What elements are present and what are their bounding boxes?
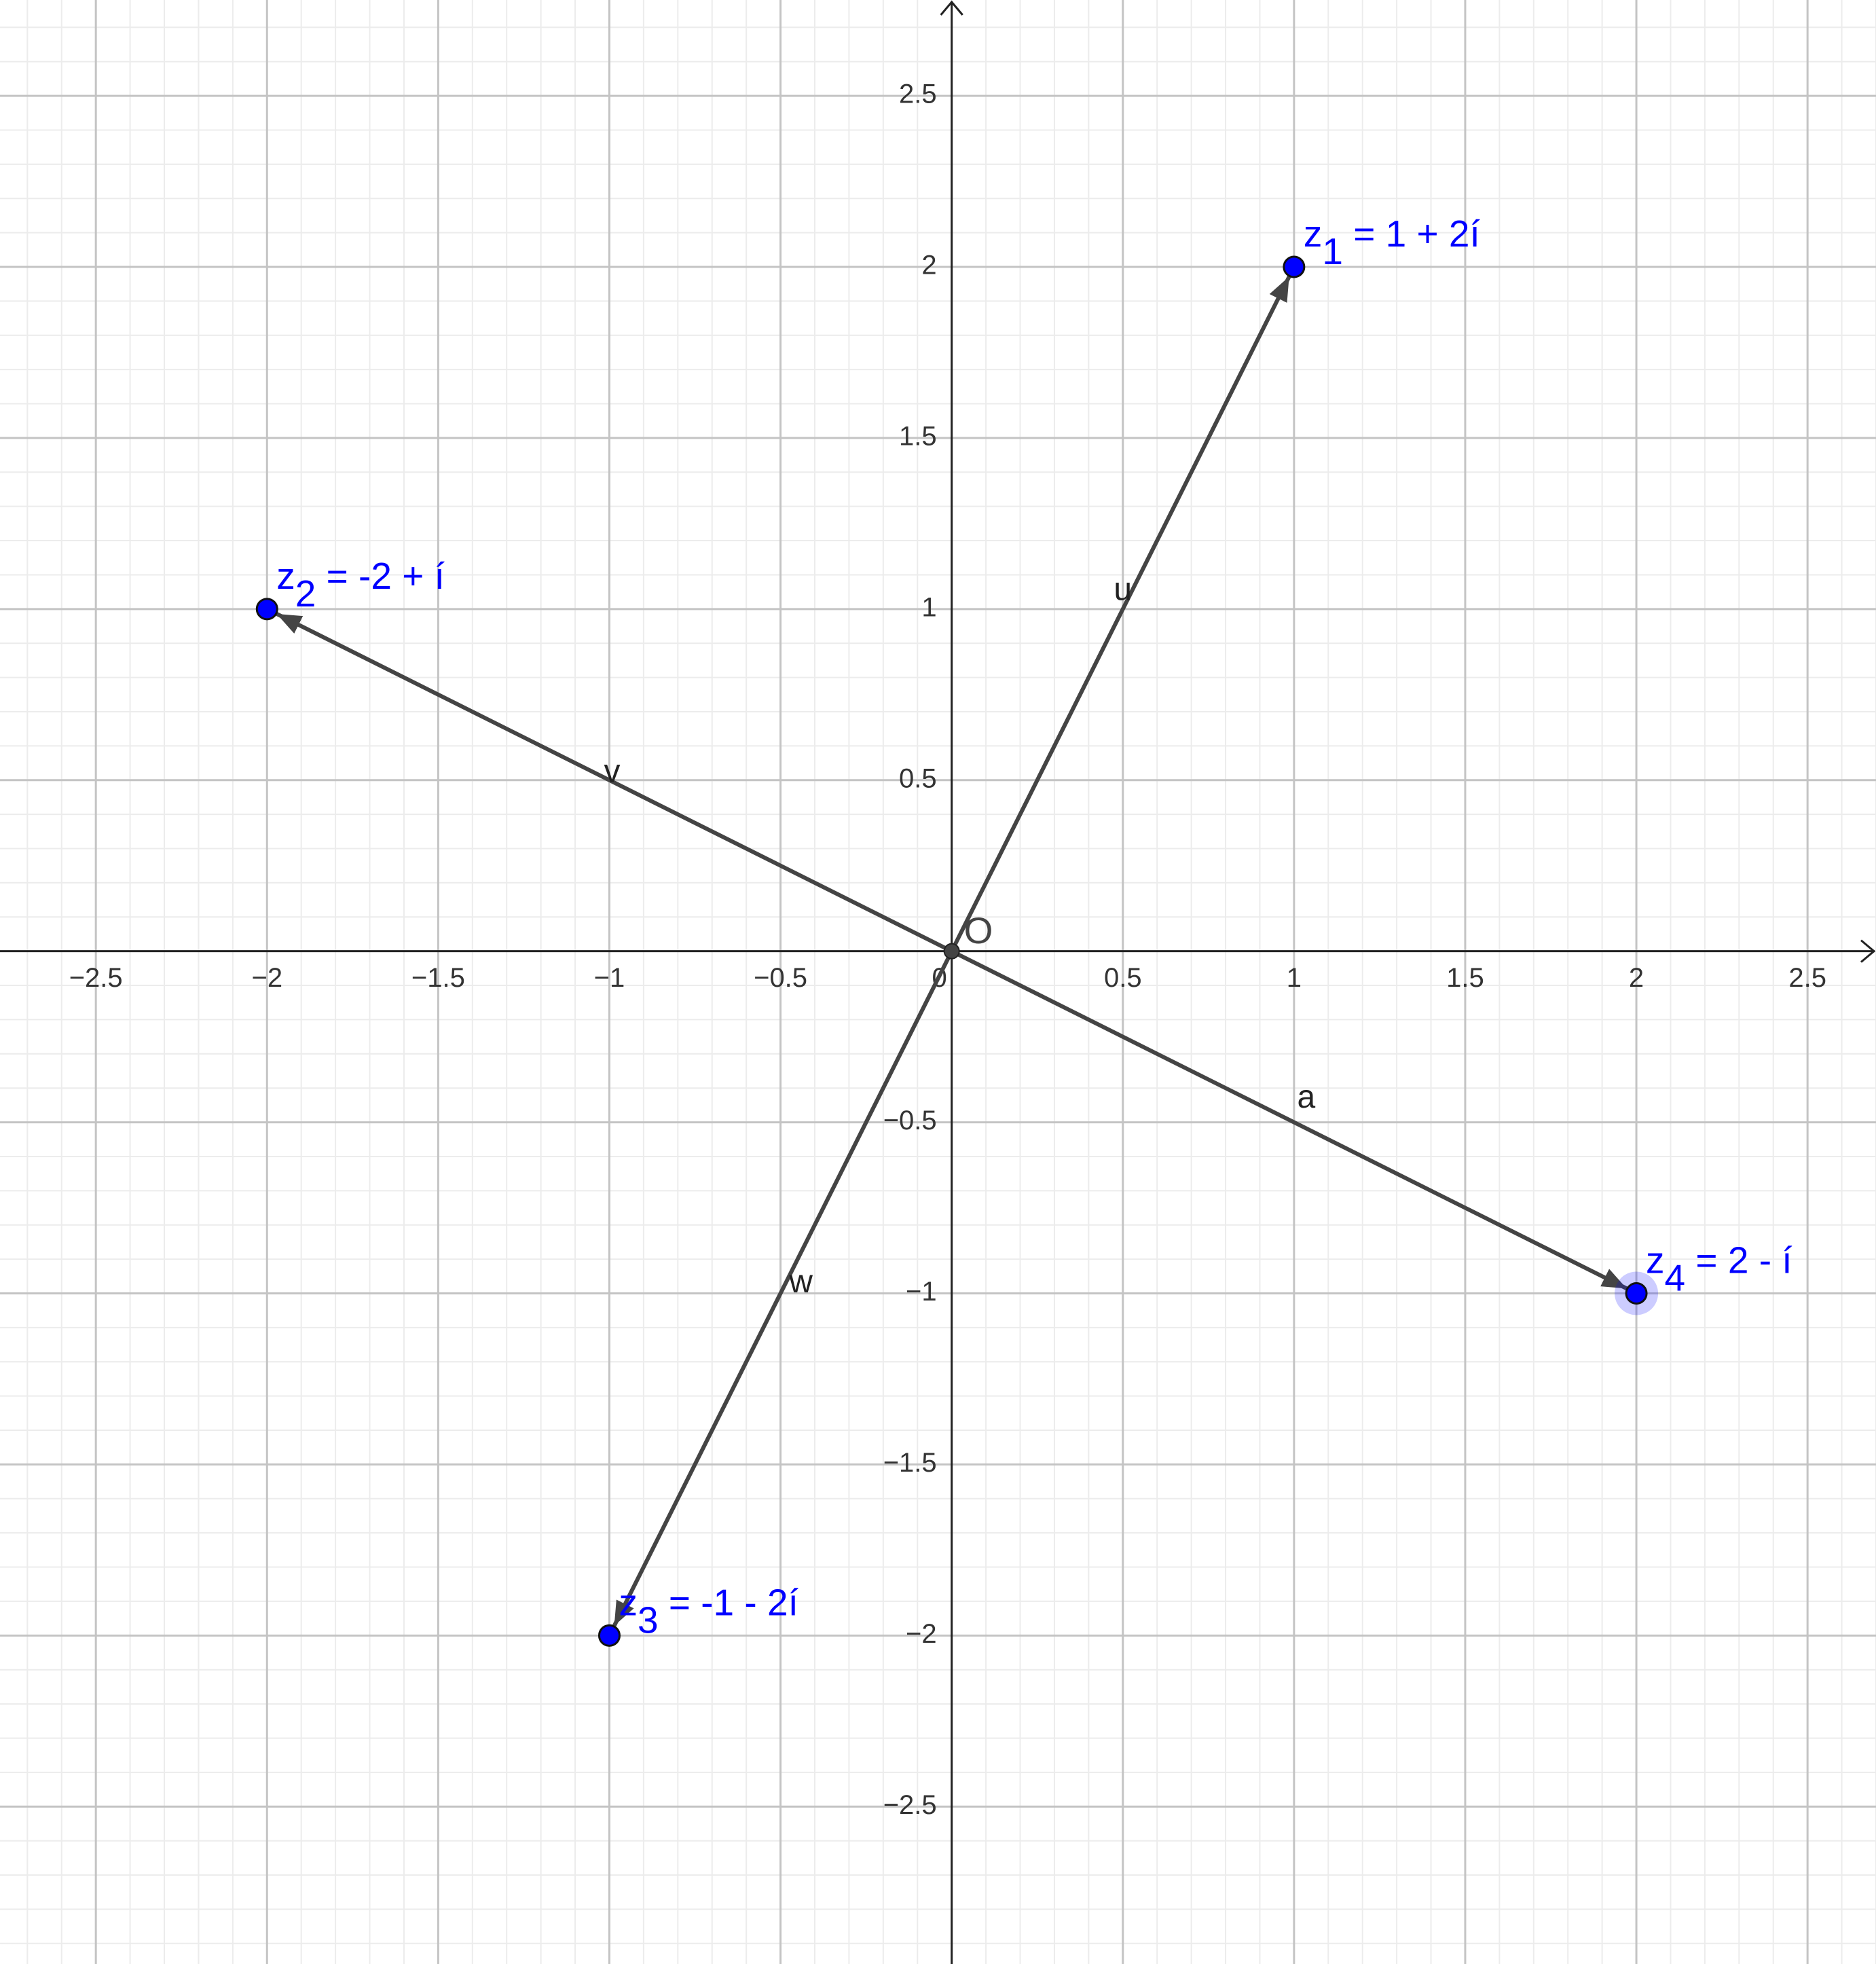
point-expression: = -1 - 2í bbox=[659, 1581, 799, 1623]
y-tick-label: 2.5 bbox=[899, 79, 937, 109]
vector bbox=[951, 949, 1628, 1291]
point-label: z2 = -2 + í bbox=[276, 555, 445, 615]
x-tick-label: −2.5 bbox=[69, 963, 123, 993]
vector bbox=[949, 275, 1291, 953]
x-tick-label: 2.5 bbox=[1788, 963, 1826, 993]
point-label: z1 = 1 + 2í bbox=[1304, 213, 1481, 272]
point-label: z3 = -1 - 2í bbox=[619, 1581, 798, 1641]
vector-label: v bbox=[604, 753, 620, 789]
y-tick-label: −0.5 bbox=[883, 1106, 937, 1135]
point-subscript: 3 bbox=[638, 1599, 659, 1641]
y-tick-label: −2.5 bbox=[883, 1790, 937, 1820]
x-tick-label: 0.5 bbox=[1104, 963, 1142, 993]
x-axis-arrow bbox=[1860, 939, 1876, 963]
x-tick-label: 1 bbox=[1287, 963, 1302, 993]
y-tick-label: −1 bbox=[906, 1277, 937, 1307]
point-subscript: 2 bbox=[295, 572, 316, 615]
point-name: z bbox=[619, 1581, 638, 1623]
point-name: z bbox=[1304, 213, 1323, 255]
vector bbox=[276, 612, 953, 953]
point-subscript: 1 bbox=[1322, 230, 1343, 272]
point-name: z bbox=[1646, 1239, 1665, 1281]
vector-label: w bbox=[788, 1264, 813, 1300]
point bbox=[1283, 255, 1306, 278]
y-tick-label: 2 bbox=[921, 251, 936, 280]
point bbox=[1625, 1281, 1648, 1305]
point bbox=[255, 598, 278, 621]
x-tick-label: 1.5 bbox=[1446, 963, 1484, 993]
vector-label: a bbox=[1298, 1079, 1316, 1115]
point-subscript: 4 bbox=[1665, 1256, 1686, 1298]
vector-label: u bbox=[1114, 571, 1132, 607]
y-tick-label: 1 bbox=[921, 592, 936, 622]
point-name: z bbox=[276, 555, 295, 597]
y-tick-label: −2 bbox=[906, 1619, 937, 1649]
point bbox=[597, 1624, 621, 1647]
y-axis-arrow bbox=[940, 0, 963, 16]
x-tick-label: 2 bbox=[1629, 963, 1644, 993]
y-tick-label: −1.5 bbox=[883, 1448, 937, 1478]
x-tick-label: −0.5 bbox=[754, 963, 807, 993]
vector bbox=[612, 950, 954, 1627]
point-expression: = -2 + í bbox=[316, 555, 445, 597]
point-expression: = 1 + 2í bbox=[1343, 213, 1481, 255]
origin-point bbox=[943, 943, 960, 960]
point-label: z4 = 2 - í bbox=[1646, 1239, 1792, 1298]
x-tick-label: −1.5 bbox=[411, 963, 465, 993]
y-tick-label: 1.5 bbox=[899, 421, 937, 451]
point-expression: = 2 - í bbox=[1685, 1239, 1792, 1281]
x-tick-label: −2 bbox=[251, 963, 282, 993]
origin-label: O bbox=[964, 909, 993, 951]
x-tick-label: −1 bbox=[594, 963, 625, 993]
y-tick-label: 0.5 bbox=[899, 763, 937, 793]
